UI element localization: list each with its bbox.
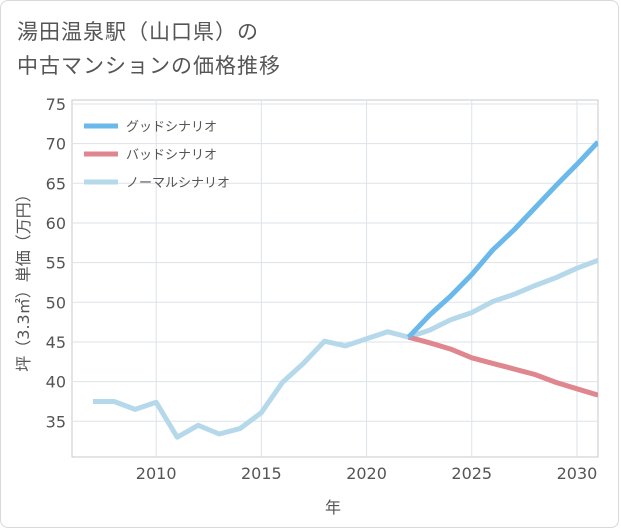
y-tick-label-50: 50 (46, 293, 66, 312)
x-tick-label-2025: 2025 (451, 464, 492, 483)
y-tick-label-70: 70 (46, 135, 66, 154)
title-line-2: 中古マンションの価格推移 (17, 54, 281, 78)
x-tick-label-2015: 2015 (241, 464, 282, 483)
x-axis-ticks: 2010 2015 2020 2025 2030 (136, 464, 598, 483)
series-lines (93, 140, 598, 440)
y-axis-ticks: 35 40 45 50 55 60 65 70 75 (46, 95, 66, 431)
x-tick-label-2030: 2030 (557, 464, 598, 483)
grid-lines (72, 100, 598, 457)
x-tick-label-2010: 2010 (136, 464, 177, 483)
chart-title: 湯田温泉駅（山口県）の 中古マンションの価格推移 (17, 15, 281, 83)
y-tick-label-75: 75 (46, 95, 66, 114)
legend-label-1: バッドシナリオ (126, 148, 217, 163)
legend-label-0: グッドシナリオ (126, 120, 217, 135)
y-tick-label-55: 55 (46, 254, 66, 273)
y-tick-label-45: 45 (46, 333, 66, 352)
title-line-1: 湯田温泉駅（山口県）の (17, 20, 259, 44)
series-line-0 (406, 140, 598, 339)
series-line-2 (93, 257, 598, 440)
y-tick-label-65: 65 (46, 174, 66, 193)
series-line-1 (407, 334, 598, 398)
x-axis-label: 年 (325, 498, 341, 517)
plot-area (71, 99, 599, 458)
y-tick-label-35: 35 (46, 412, 66, 431)
legend-label-2: ノーマルシナリオ (126, 176, 230, 191)
x-tick-label-2020: 2020 (346, 464, 387, 483)
y-axis-label: 坪（3.3㎡）単価（万円） (14, 186, 33, 371)
y-tick-label-60: 60 (46, 214, 66, 233)
y-tick-label-40: 40 (46, 373, 66, 392)
